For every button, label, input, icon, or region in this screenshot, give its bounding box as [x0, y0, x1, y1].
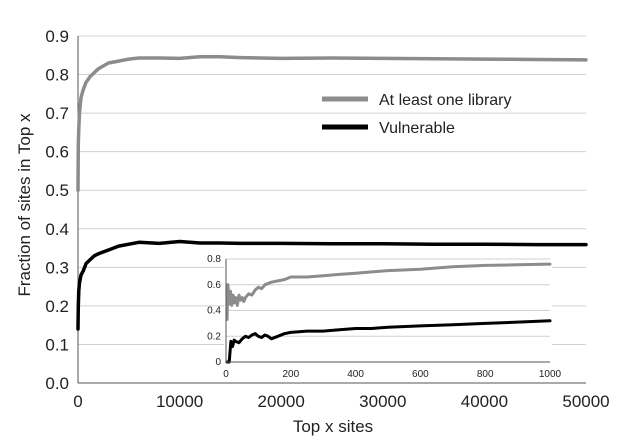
main-y-tick-label: 0.1 — [45, 335, 69, 354]
inset-x-tick-label: 800 — [477, 369, 494, 380]
inset-tick-labels: 0 0.2 0.4 0.6 0.8 0 200 400 600 800 1000 — [207, 254, 561, 380]
inset-x-tick-label: 200 — [282, 369, 299, 380]
main-y-tick-label: 0.9 — [45, 27, 69, 46]
legend-label-library: At least one library — [379, 92, 512, 109]
inset-y-tick-label: 0 — [215, 357, 221, 368]
legend: At least one library Vulnerable — [322, 92, 512, 137]
inset-chart: 0 0.2 0.4 0.6 0.8 0 200 400 600 800 1000 — [207, 254, 561, 380]
inset-series-line-vulnerable — [225, 319, 552, 364]
main-x-tick-label: 0 — [73, 392, 82, 411]
main-x-tick-label: 30000 — [359, 392, 406, 411]
main-y-tick-label: 0.0 — [45, 374, 69, 393]
main-x-tick-label: 20000 — [258, 392, 305, 411]
main-y-tick-label: 0.5 — [45, 181, 69, 200]
main-y-tick-label: 0.2 — [45, 297, 69, 316]
inset-x-tick-label: 1000 — [539, 369, 562, 380]
main-tick-labels: 0.00.10.20.30.40.50.60.70.80.90 10000 2000… — [45, 27, 609, 411]
inset-y-tick-label: 0.4 — [207, 306, 221, 317]
inset-x-tick-label: 400 — [347, 369, 364, 380]
main-y-tick-label: 0.8 — [45, 66, 69, 85]
main-series-line-library — [76, 55, 588, 192]
main-gridlines — [78, 35, 586, 345]
inset-x-tick-label: 600 — [412, 369, 429, 380]
main-x-tick-label: 50000 — [562, 392, 609, 411]
main-x-tick-label: 10000 — [156, 392, 203, 411]
inset-axes — [225, 259, 550, 363]
y-axis-label: Fraction of sites in Top x — [15, 113, 34, 296]
inset-y-tick-label: 0.6 — [207, 280, 221, 291]
main-y-tick-label: 0.6 — [45, 143, 69, 162]
main-series — [76, 55, 588, 331]
inset-series — [225, 262, 552, 364]
inset-y-tick-label: 0.8 — [207, 254, 221, 265]
main-y-tick-label: 0.3 — [45, 258, 69, 277]
main-series-line-vulnerable — [76, 239, 588, 331]
x-axis-label: Top x sites — [293, 417, 373, 436]
main-x-tick-label: 40000 — [461, 392, 508, 411]
main-y-tick-label: 0.7 — [45, 104, 69, 123]
inset-series-line-library — [225, 262, 552, 321]
inset-x-tick-label: 0 — [223, 369, 229, 380]
inset-y-tick-label: 0.2 — [207, 331, 221, 342]
main-y-tick-label: 0.4 — [45, 220, 69, 239]
legend-label-vulnerable: Vulnerable — [379, 120, 455, 137]
